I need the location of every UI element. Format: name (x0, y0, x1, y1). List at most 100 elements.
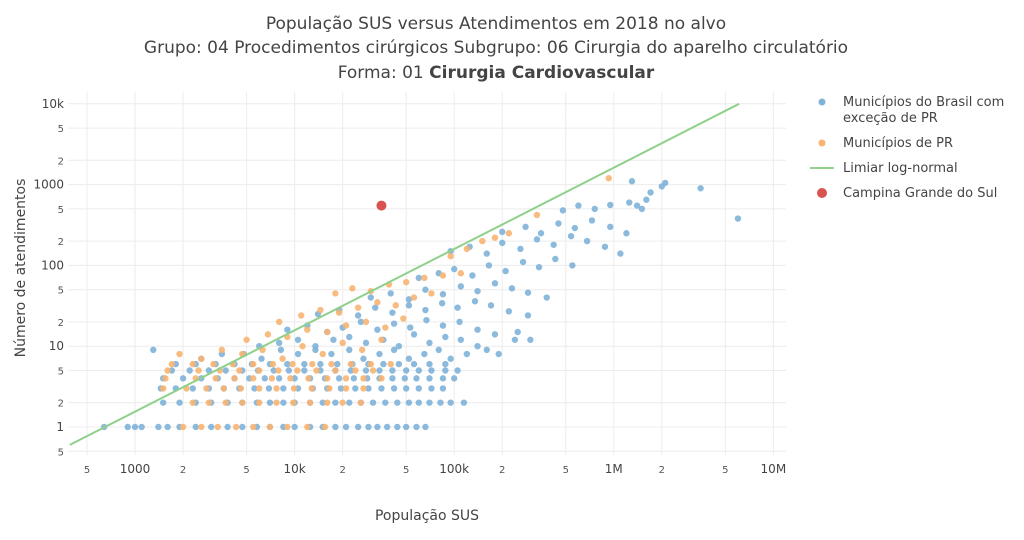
x-minor-tick-label: 5 (722, 465, 728, 476)
pr-point (289, 360, 296, 368)
brasil-point (442, 360, 449, 368)
brasil-point (334, 360, 341, 368)
brasil-point (405, 355, 413, 362)
x-axis-title: População SUS (375, 508, 479, 524)
highlight-point (376, 200, 387, 211)
brasil-point (550, 241, 557, 248)
legend-item[interactable]: Limiar log-normal (810, 161, 958, 176)
y-minor-tick-label: 5 (58, 367, 64, 378)
brasil-point (390, 320, 398, 327)
pr-point (439, 272, 447, 279)
brasil-point (176, 399, 183, 406)
brasil-point (474, 287, 481, 295)
pr-point (294, 367, 301, 374)
pr-point (402, 278, 410, 286)
brasil-point (463, 350, 471, 358)
brasil-point (517, 245, 524, 253)
pr-point (250, 375, 257, 382)
brasil-point (628, 178, 636, 185)
pr-point (342, 385, 350, 392)
brasil-point (575, 202, 582, 209)
brasil-point (426, 375, 433, 382)
brasil-point (389, 375, 396, 382)
brasil-point (588, 217, 596, 224)
brasil-point (352, 385, 359, 392)
brasil-point (583, 237, 591, 245)
y-minor-tick-label: 5 (58, 205, 64, 216)
brasil-point (155, 423, 162, 431)
y-tick-label: 10 (49, 339, 64, 353)
pr-point (273, 385, 280, 392)
y-minor-tick-label: 2 (58, 156, 64, 167)
title-line-2: Grupo: 04 Procedimentos cirúrgicos Subgr… (144, 38, 848, 58)
brasil-point (439, 375, 447, 382)
brasil-point (422, 286, 429, 293)
pr-point (354, 304, 362, 311)
y-minor-tick-label: 5 (58, 124, 64, 135)
brasil-point (422, 423, 429, 431)
legend-item[interactable]: Municípios de PR (818, 136, 954, 151)
brasil-point (380, 360, 387, 368)
brasil-point (301, 367, 308, 374)
pr-point (400, 315, 407, 322)
brasil-point (405, 296, 413, 303)
chart-title: População SUS versus Atendimentos em 201… (144, 14, 848, 83)
brasil-point (275, 339, 283, 347)
brasil-point (138, 423, 145, 431)
brasil-point (435, 346, 442, 354)
x-minor-tick-label: 5 (403, 465, 409, 476)
brasil-point (337, 385, 345, 392)
pr-point (410, 294, 418, 301)
brasil-point (328, 350, 335, 358)
brasil-point (626, 199, 633, 206)
y-tick-label: 100 (41, 258, 64, 272)
pr-point (212, 375, 219, 382)
pr-point (268, 375, 276, 382)
brasil-point (591, 205, 598, 213)
pr-point (342, 322, 350, 329)
brasil-point (360, 355, 367, 362)
brasil-point (150, 346, 157, 354)
brasil-point (491, 280, 499, 287)
brasil-point (537, 230, 545, 237)
brasil-point (280, 385, 287, 392)
brasil-point (376, 367, 383, 374)
brasil-point (460, 399, 468, 406)
plot-area[interactable] (69, 102, 742, 446)
pr-point (198, 355, 205, 362)
pr-point (428, 290, 435, 297)
brasil-point (124, 423, 131, 431)
brasil-point (527, 336, 534, 343)
brasil-point (428, 385, 435, 392)
pr-point (357, 399, 365, 406)
brasil-point (354, 312, 362, 319)
pr-point (342, 375, 350, 382)
brasil-point (265, 385, 273, 392)
x-minor-tick-label: 2 (339, 465, 345, 476)
brasil-point (277, 346, 285, 354)
brasil-point (415, 274, 423, 282)
brasil-point (519, 258, 527, 266)
pr-point (243, 336, 250, 343)
pr-point (290, 385, 298, 392)
brasil-point (222, 367, 229, 374)
brasil-point (511, 336, 519, 343)
legend-item[interactable]: Campina Grande do Sul (817, 186, 997, 201)
brasil-point (422, 306, 429, 314)
brasil-point (495, 350, 502, 358)
pr-point (421, 274, 428, 282)
brasil-point (426, 399, 433, 406)
brasil-point (365, 385, 372, 392)
brasil-point (317, 360, 324, 368)
pr-point (378, 375, 385, 382)
brasil-point (607, 223, 614, 231)
brasil-point (643, 196, 650, 203)
y-axis-ticks: 1 10 100 1000 10k 5 2 5 2 5 2 5 2 5 (33, 97, 64, 458)
brasil-point (415, 385, 423, 392)
y-tick-label: 1 (56, 420, 64, 434)
brasil-point (524, 312, 532, 319)
x-minor-tick-label: 5 (84, 465, 90, 476)
title-line-3-prefix: Forma: 01 (338, 63, 429, 83)
